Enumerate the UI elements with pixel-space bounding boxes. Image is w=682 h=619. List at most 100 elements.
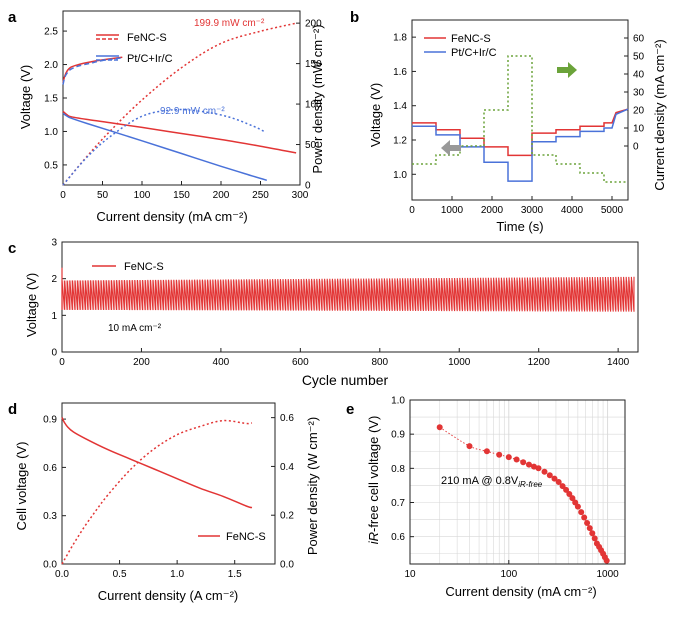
panel-c-xtick-label-2: 400	[213, 357, 230, 368]
panel-a-xtick-label-2: 100	[134, 190, 151, 201]
panel-c-legend-fencs: FeNC-S	[124, 261, 164, 273]
panel-a-y2label: Power density (mW cm⁻²)	[310, 24, 325, 173]
panel-c-ylabel: Voltage (V)	[24, 273, 39, 337]
panel-a-left-ytick-label-0: 0.5	[44, 160, 58, 171]
panel-a-annotation-red: 199.9 mW cm⁻²	[194, 18, 265, 29]
panel-b-plot: 0 1000 2000 3000 4000 5000 1.0 1.2 1.4 1.6 1.8 0 10 2…	[393, 19, 645, 216]
panel-a-right-ytick-label-3: 150	[305, 59, 322, 70]
panel-e-point-23	[586, 525, 593, 532]
panel-a-left-ytick-label-4: 2.5	[44, 27, 58, 38]
panel-a-xlabel: Current density (mA cm⁻²)	[96, 209, 247, 224]
panel-a-annotation-blue: 92.9 mW cm⁻²	[160, 106, 225, 117]
panel-a-xtick-label-1: 50	[97, 190, 109, 201]
panel-c-xlabel: Cycle number	[302, 372, 389, 388]
panel-e-xtick-label-1: 100	[500, 569, 517, 580]
panel-d-right-ytick-label-2: 0.4	[280, 462, 294, 473]
panel-e-point-14	[559, 483, 566, 490]
panel-e-point-24	[589, 530, 596, 537]
panel-d-right-ytick-label-0: 0.0	[280, 560, 294, 571]
panel-b-xtick-label-1: 1000	[441, 205, 464, 216]
panel-b-xtick-label-4: 4000	[561, 205, 584, 216]
panel-c-xtick-label-1: 200	[133, 357, 150, 368]
panel-b-series-pt-c-ir-c	[412, 108, 629, 182]
panel-b-arrow-right-icon	[557, 62, 577, 78]
panel-a-legend-fencs: FeNC-S	[127, 32, 167, 44]
panel-e-point-17	[569, 495, 576, 502]
panel-d-right-ytick-label-3: 0.6	[280, 413, 294, 424]
panel-a-series-pt-c-ir-c-power	[62, 108, 265, 186]
panel-a-xtick-label-5: 250	[252, 190, 269, 201]
panel-e-point-19	[574, 503, 581, 510]
panel-c-xtick-label-6: 1200	[528, 357, 551, 368]
panel-d-right-ytick-label-1: 0.2	[280, 511, 294, 522]
panel-e-left-ytick-label-1: 0.7	[391, 498, 405, 509]
panel-c-label: c	[8, 240, 16, 257]
panel-e-frame	[409, 399, 626, 565]
panel-d-ylabel: Cell voltage (V)	[14, 442, 29, 531]
panel-b-ylabel: Voltage (V)	[368, 83, 383, 147]
panel-b-right-ytick-label-6: 60	[633, 34, 645, 45]
panel-e-left-ytick-label-4: 1.0	[391, 396, 405, 407]
panel-e-left-ytick-label-0: 0.6	[391, 532, 405, 543]
panel-b-label: b	[350, 9, 359, 26]
panel-a-xtick-label-6: 300	[292, 190, 309, 201]
panel-d-series-fenc-s-power	[61, 419, 253, 565]
panel-a-left-ytick-label-1: 1.0	[44, 127, 58, 138]
panel-a-xtick-label-4: 200	[213, 190, 230, 201]
panel-d-plot: 0.0 0.5 1.0 1.5 0.0 0.3 0.6 0.9 0.0 0.2 0.4 0.6	[43, 402, 294, 580]
panel-b-right-ytick-label-5: 50	[633, 52, 645, 63]
panel-d-legend-fencs: FeNC-S	[226, 531, 266, 543]
panel-e-point-0	[436, 424, 443, 431]
panel-b-right-ytick-label-4: 40	[633, 70, 645, 81]
panel-b-right-ytick-label-2: 20	[633, 106, 645, 117]
panel-c-xtick-label-4: 800	[371, 357, 388, 368]
panel-a-series-fenc-s-charge	[62, 56, 123, 83]
panel-e-left-ytick-label-3: 0.9	[391, 430, 405, 441]
panel-e-point-4	[505, 454, 512, 461]
panel-b-y2label: Current density (mA cm⁻²)	[652, 39, 667, 190]
panel-b-xtick-label-0: 0	[409, 205, 415, 216]
panel-c-legend-bg	[86, 257, 184, 276]
panel-d-left-ytick-label-2: 0.6	[43, 463, 57, 474]
panel-e-point-8	[531, 463, 537, 470]
panel-b-right-ytick-label-3: 30	[633, 88, 645, 99]
panel-e: e 10 100 1000 0.6 0.7 0.8 0.9 1.0 210 mA @ 0.8V…	[346, 396, 626, 599]
panel-e-point-6	[520, 459, 527, 466]
panel-d-xlabel: Current density (A cm⁻²)	[98, 588, 239, 603]
panel-e-label: e	[346, 401, 354, 418]
panel-e-point-22	[584, 520, 591, 526]
panel-c-left-ytick-label-0: 0	[51, 348, 57, 359]
panel-a: a 0 50 100 150 200 250 300 0.5 1.0 1.5 2.0 2.5 0 50 10…	[8, 9, 325, 224]
panel-a-series-fenc-s-discharge	[62, 110, 297, 154]
panel-c-left-ytick-label-1: 1	[51, 311, 57, 322]
panel-b-series-current	[412, 55, 628, 183]
panel-b-xtick-label-2: 2000	[481, 205, 504, 216]
panel-e-plot: 10 100 1000 0.6 0.7 0.8 0.9 1.0	[391, 396, 626, 580]
panel-c: c 0 200 400 600 800 1000 1200 1400 0 1 2 3 FeNC-S 1…	[8, 238, 639, 388]
panel-e-annotation-sub: iR-free	[518, 480, 543, 489]
panel-e-point-31	[603, 557, 610, 564]
panel-d-frame	[61, 402, 276, 565]
panel-c-series-fencs-cycling	[61, 276, 635, 312]
panel-b-xlabel: Time (s)	[496, 219, 543, 234]
panel-e-point-1	[466, 443, 473, 450]
panel-b-left-ytick-label-0: 1.0	[393, 170, 407, 181]
panel-b: b 0 1000 2000 3000 4000 5000 1.0 1.2 1.4 1.6 1.8 0 1…	[350, 9, 667, 234]
panel-d-xtick-label-3: 1.5	[228, 569, 242, 580]
panel-b-left-ytick-label-4: 1.8	[393, 33, 407, 44]
panel-e-point-10	[541, 468, 548, 475]
panel-c-plot: 0 200 400 600 800 1000 1200 1400 0 1 2 3	[51, 238, 639, 368]
panel-b-arrow-left-icon	[441, 140, 461, 156]
panel-b-left-ytick-label-3: 1.6	[393, 67, 407, 78]
panel-a-left-ytick-label-2: 1.5	[44, 94, 58, 105]
panel-e-point-3	[496, 451, 503, 458]
panel-e-annotation-main: 210 mA @ 0.8V	[441, 475, 519, 487]
panel-a-frame	[62, 10, 301, 186]
panel-e-point-15	[563, 486, 570, 493]
panel-a-xtick-label-0: 0	[60, 190, 66, 201]
panel-b-xtick-label-5: 5000	[601, 205, 624, 216]
panel-b-xtick-label-3: 3000	[521, 205, 544, 216]
panel-d-left-ytick-label-0: 0.0	[43, 560, 57, 571]
panel-d-left-ytick-label-3: 0.9	[43, 415, 57, 426]
